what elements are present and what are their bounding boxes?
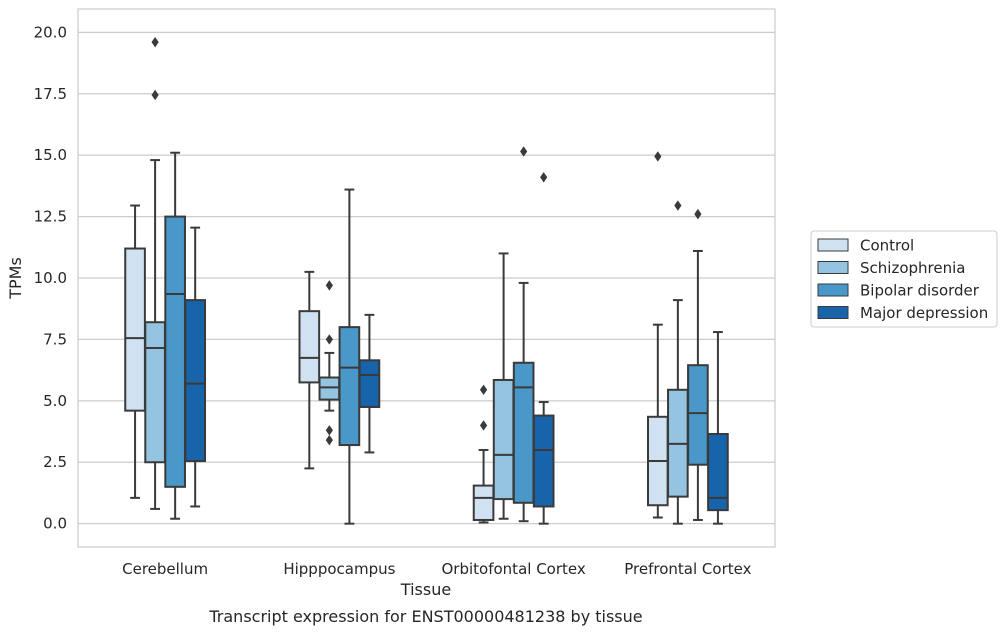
legend: Control Schizophrenia Bipolar disorder Majo…: [810, 230, 998, 328]
box: [512, 146, 535, 523]
y-tick-label: 17.5: [34, 85, 67, 103]
box-body: [318, 376, 341, 401]
box: [358, 313, 381, 454]
legend-label: Bipolar disorder: [860, 282, 980, 300]
box: [318, 280, 341, 446]
box-body: [124, 247, 146, 412]
box: [646, 151, 669, 519]
y-tick-label: 20.0: [34, 23, 67, 41]
x-axis-title: Tissue: [400, 580, 451, 599]
legend-frame: [810, 230, 998, 328]
box-body: [358, 359, 381, 408]
x-tick-label: Hipppocampus: [283, 560, 395, 578]
chart-caption: Transcript expression for ENST0000048123…: [208, 607, 642, 626]
series-major-depression: [184, 172, 729, 525]
box: [298, 270, 321, 470]
outlier-point: [151, 89, 159, 101]
box-body: [492, 378, 515, 501]
y-tick-label: 12.5: [34, 208, 67, 226]
box: [144, 36, 166, 510]
legend-swatch: [817, 238, 849, 252]
box: [532, 172, 555, 525]
y-tick-label: 0.0: [43, 515, 67, 533]
box: [338, 188, 361, 525]
legend-swatch: [817, 261, 849, 274]
outlier-point: [479, 420, 488, 431]
box-body: [512, 361, 535, 504]
outlier-point: [479, 384, 488, 395]
x-tick-labels: Cerebellum Hipppocampus Orbitofontal Corte…: [122, 560, 751, 578]
box-body: [298, 310, 321, 384]
box-plot-marks: [124, 36, 729, 525]
series-bipolar-disorder: [164, 146, 709, 525]
legend-label: Major depression: [860, 304, 988, 322]
box-body: [707, 432, 729, 512]
box: [472, 384, 495, 524]
y-tick-label: 7.5: [43, 330, 67, 348]
legend-label: Schizophrenia: [860, 259, 965, 277]
legend-swatch: [817, 283, 849, 297]
x-tick-label: Cerebellum: [122, 560, 208, 578]
x-tick-label: Orbitofontal Cortex: [442, 560, 586, 578]
outlier-point: [325, 425, 333, 436]
box: [184, 226, 207, 508]
legend-swatch: [817, 306, 849, 319]
outlier-point: [520, 146, 528, 157]
y-tick-label: 10.0: [34, 269, 67, 287]
y-tick-label: 15.0: [34, 146, 67, 164]
box: [124, 204, 146, 499]
outlier-point: [325, 280, 333, 291]
box-body: [472, 484, 495, 521]
y-tick-label: 5.0: [43, 392, 67, 410]
outlier-point: [325, 434, 333, 446]
box: [687, 208, 709, 521]
box-body: [144, 321, 166, 464]
box-body: [184, 299, 207, 463]
box-body: [338, 326, 361, 447]
box-body: [164, 215, 186, 488]
box: [492, 252, 515, 520]
series-control: [124, 151, 669, 524]
y-axis-title: TPMs: [6, 257, 25, 300]
box: [707, 331, 729, 525]
box-body: [532, 414, 555, 508]
box: [667, 200, 689, 525]
outlier-point: [694, 208, 702, 220]
outlier-point: [674, 200, 682, 211]
plot-frame: [77, 8, 776, 548]
series-schizophrenia: [144, 36, 689, 525]
y-tick-labels: 0.0 2.5 5.0 7.5 10.0 12.5 15.0 17.5 20.0: [34, 23, 67, 532]
y-tick-label: 2.5: [43, 453, 67, 471]
legend-label: Control: [860, 237, 914, 255]
outlier-point: [654, 151, 662, 162]
box: [164, 151, 186, 520]
outlier-point: [325, 334, 333, 345]
x-tick-label: Prefrontal Cortex: [624, 560, 751, 578]
box-body: [687, 364, 709, 466]
outlier-point: [151, 36, 159, 48]
outlier-point: [540, 172, 548, 183]
